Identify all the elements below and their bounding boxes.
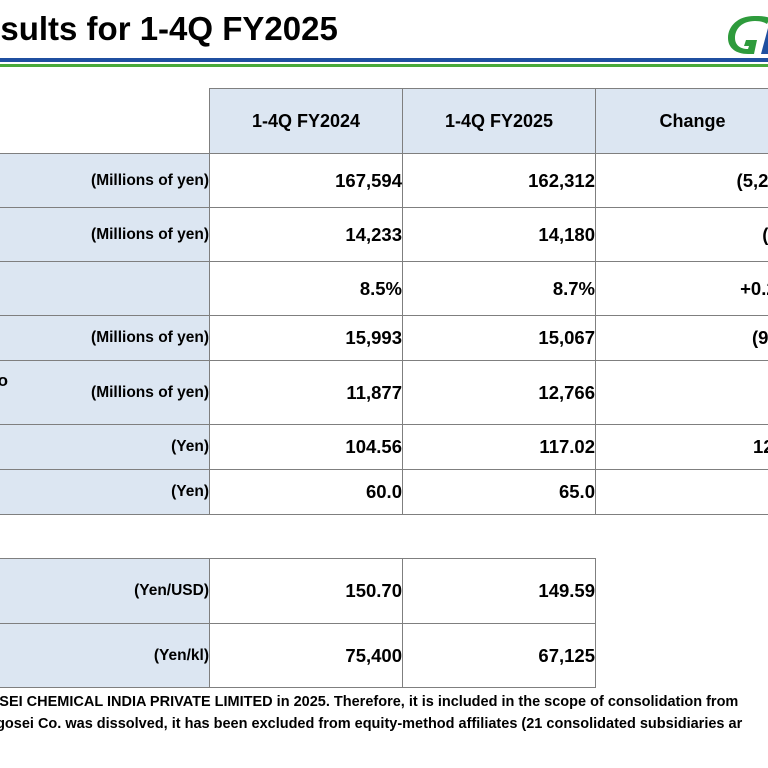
header-rule-blue bbox=[0, 58, 768, 62]
fy2025-value: 15,067 bbox=[402, 315, 596, 361]
table-row: (Millions of yen) 14,233 14,180 (53 bbox=[0, 207, 768, 262]
table-row: (Yen/kl) 75,400 67,125 bbox=[0, 623, 596, 688]
table-row: (Yen) 104.56 117.02 12.4 bbox=[0, 424, 768, 470]
row-unit-label: (Yen) bbox=[0, 424, 210, 470]
header-rule-green bbox=[0, 64, 768, 67]
row-unit-label bbox=[0, 261, 210, 316]
column-header-fy2025: 1-4Q FY2025 bbox=[402, 88, 596, 154]
table-row: (Millions of yen) 15,993 15,067 (925 bbox=[0, 315, 768, 361]
row-unit-label: (Yen/USD) bbox=[0, 558, 210, 624]
fy2025-value: 14,180 bbox=[402, 207, 596, 262]
fy2025-value: 8.7% bbox=[402, 261, 596, 316]
fy2024-value: 60.0 bbox=[209, 469, 403, 515]
change-value: 88 bbox=[595, 360, 768, 425]
fy2025-value: 65.0 bbox=[402, 469, 596, 515]
table-row: (Millions of yen) 167,594 162,312 (5,281 bbox=[0, 153, 768, 208]
fy2025-value: 149.59 bbox=[402, 558, 596, 624]
fy2024-value: 11,877 bbox=[209, 360, 403, 425]
fy2024-value: 150.70 bbox=[209, 558, 403, 624]
fy2025-value: 67,125 bbox=[402, 623, 596, 688]
table-row: (Yen/USD) 150.70 149.59 bbox=[0, 558, 596, 624]
row-label-fragment: to bbox=[0, 371, 9, 390]
row-unit-label: (Yen) bbox=[0, 469, 210, 515]
fy2024-value: 104.56 bbox=[209, 424, 403, 470]
fy2024-value: 14,233 bbox=[209, 207, 403, 262]
row-unit-label: (Millions of yen) bbox=[0, 207, 210, 262]
fy2025-value: 162,312 bbox=[402, 153, 596, 208]
footnote-line-2: agosei Co. was dissolved, it has been ex… bbox=[0, 716, 743, 732]
change-value: 12.4 bbox=[595, 424, 768, 470]
row-unit-label: (Millions of yen) bbox=[0, 153, 210, 208]
table-header-row: 1-4Q FY2024 1-4Q FY2025 Change bbox=[0, 88, 768, 154]
table-row: 8.5% 8.7% +0.2P bbox=[0, 261, 768, 316]
table-row: (Yen) 60.0 65.0 5. bbox=[0, 469, 768, 515]
row-unit-label: (Yen/kl) bbox=[0, 623, 210, 688]
column-header-change: Change bbox=[595, 88, 768, 154]
header-blank-cell bbox=[0, 89, 210, 154]
company-logo-icon bbox=[728, 16, 768, 54]
page-title: esults for 1-4Q FY2025 bbox=[0, 10, 338, 47]
fy2025-value: 12,766 bbox=[402, 360, 596, 425]
row-unit-label: to(Millions of yen) bbox=[0, 360, 210, 425]
table-row: to(Millions of yen) 11,877 12,766 88 bbox=[0, 360, 768, 425]
change-value: (5,281 bbox=[595, 153, 768, 208]
change-value: 5. bbox=[595, 469, 768, 515]
change-value: (925 bbox=[595, 315, 768, 361]
assumptions-table: (Yen/USD) 150.70 149.59 (Yen/kl) 75,400 … bbox=[0, 558, 596, 688]
results-table: 1-4Q FY2024 1-4Q FY2025 Change (Millions… bbox=[0, 88, 768, 515]
fy2024-value: 15,993 bbox=[209, 315, 403, 361]
column-header-fy2024: 1-4Q FY2024 bbox=[209, 88, 403, 154]
fy2024-value: 75,400 bbox=[209, 623, 403, 688]
footnote-line-1: OSEI CHEMICAL INDIA PRIVATE LIMITED in 2… bbox=[0, 694, 739, 710]
change-value: +0.2P bbox=[595, 261, 768, 316]
change-value: (53 bbox=[595, 207, 768, 262]
fy2024-value: 167,594 bbox=[209, 153, 403, 208]
row-unit-label: (Millions of yen) bbox=[0, 315, 210, 361]
fy2025-value: 117.02 bbox=[402, 424, 596, 470]
fy2024-value: 8.5% bbox=[209, 261, 403, 316]
